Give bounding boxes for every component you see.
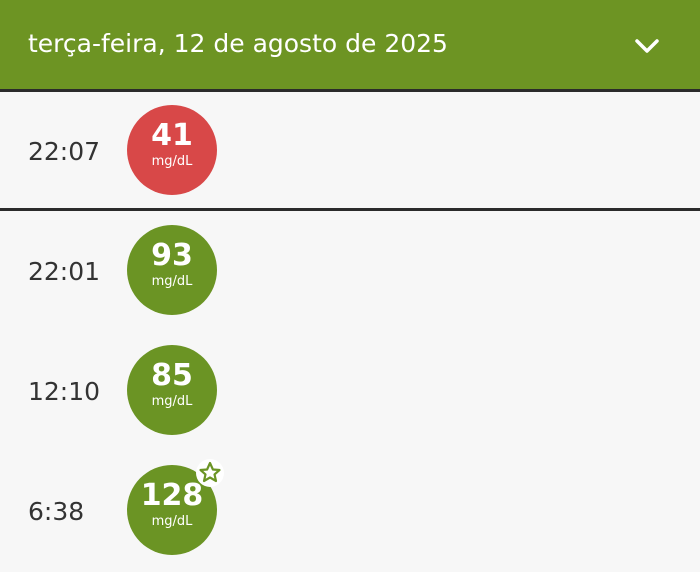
reading-row[interactable]: 6:38 128 mg/dL [0,452,700,572]
reading-value: 93 [151,238,193,273]
chevron-icon[interactable] [634,36,660,56]
reading-value: 41 [151,118,193,153]
reading-unit: mg/dL [151,274,193,289]
date-header[interactable]: terça-feira, 12 de agosto de 2025 [0,0,700,92]
date-title: terça-feira, 12 de agosto de 2025 [28,29,448,58]
reading-value: 128 [140,478,204,513]
reading-bubble: 93 mg/dL [127,225,217,315]
reading-unit: mg/dL [151,514,193,529]
separator [0,208,700,211]
reading-row[interactable]: 22:07 41 mg/dL [0,92,700,212]
reading-bubble: 85 mg/dL [127,345,217,435]
reading-time: 22:01 [28,257,101,286]
reading-unit: mg/dL [151,394,193,409]
reading-time: 6:38 [28,497,85,526]
reading-value: 85 [151,358,193,393]
reading-time: 22:07 [28,137,101,166]
reading-time: 12:10 [28,377,101,406]
reading-row[interactable]: 22:01 93 mg/dL [0,212,700,332]
reading-row[interactable]: 12:10 85 mg/dL [0,332,700,452]
reading-bubble: 41 mg/dL [127,105,217,195]
star-badge [196,459,224,487]
reading-unit: mg/dL [151,154,193,169]
